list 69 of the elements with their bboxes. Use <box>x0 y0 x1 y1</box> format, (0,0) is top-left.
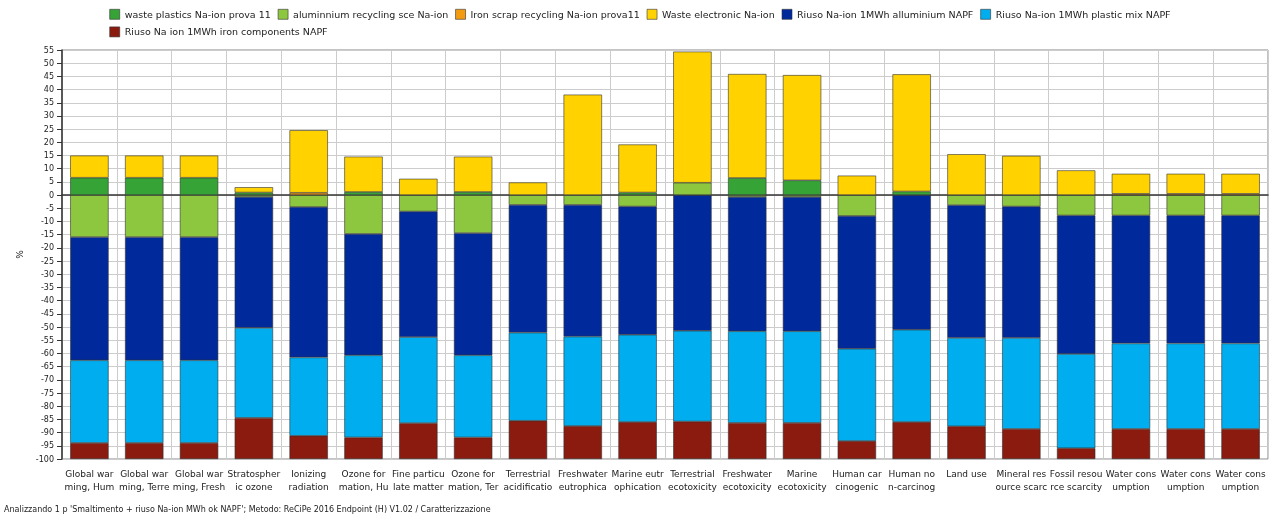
text: Analizzando 1 p 'Smaltimento + riuso Na-ion MWh ok NAPF'; Metodo: ReCiPe 2016 Endpoint (H) V1.02 / Caratterizzazione <box>4 504 491 514</box>
y-tick-label: 0 <box>48 190 54 200</box>
y-tick-label: -30 <box>40 269 54 279</box>
y-tick-label: -70 <box>40 375 54 385</box>
y-tick-label: -65 <box>40 362 54 372</box>
y-tick-label: 15 <box>43 151 54 161</box>
x-tick-label: Water cons umption <box>1105 468 1157 492</box>
y-tick-label: -5 <box>46 203 54 213</box>
x-tick-label: Human no n-carcinog <box>888 468 936 492</box>
bar <box>892 74 931 192</box>
y-tick-label: -45 <box>40 309 54 319</box>
legend-label: Riuso Na ion 1MWh iron components NAPF <box>124 26 328 38</box>
y-axis-title: % <box>15 249 26 259</box>
y-tick-label: 5 <box>48 177 54 187</box>
y-tick-label: -25 <box>40 256 54 266</box>
y-tick-label: -20 <box>40 243 54 253</box>
x-tick-label: Ozone for mation, Ter <box>447 468 499 492</box>
y-tick-label: -80 <box>40 401 54 411</box>
y-tick-label: -90 <box>40 428 54 438</box>
y-tick-label: -35 <box>40 282 54 292</box>
x-tick-label: Ozone for mation, Hu <box>338 468 389 492</box>
legend-label: aluminnium recycling sce Na-ion <box>293 8 449 20</box>
x-tick-label: Global war ming, Hum <box>64 468 115 492</box>
y-tick-label: -75 <box>40 388 54 398</box>
y-tick-label: 30 <box>43 111 54 121</box>
bar <box>289 130 328 193</box>
y-tick-label: -85 <box>40 414 54 424</box>
y-tick-label: 40 <box>43 85 54 95</box>
legend-label: Waste electronic Na-ion <box>662 8 775 20</box>
y-tick-label: -60 <box>40 348 54 358</box>
x-tick-label: Water cons umption <box>1160 468 1212 492</box>
legend-label: waste plastics Na-ion prova 11 <box>124 8 271 20</box>
legend-label: Riuso Na-ion 1MWh alluminium NAPF <box>797 8 974 20</box>
y-tick-label: 45 <box>43 71 54 81</box>
x-tick-label: Stratospher ic ozone <box>227 468 281 492</box>
x-tick-label: Mineral res ource scarc <box>995 468 1048 492</box>
y-tick-label: 25 <box>43 124 54 134</box>
x-tick-label: Freshwater ecotoxicity <box>722 468 773 492</box>
x-tick-label: Freshwater eutrophica <box>557 468 608 492</box>
x-tick-label: Fine particu late matter <box>391 468 445 492</box>
bar <box>618 144 657 193</box>
x-tick-label: Terrestrial acidificatio <box>503 468 553 492</box>
x-tick-label: Ionizing radiation <box>288 468 329 492</box>
legend-label: Iron scrap recycling Na-ion prova11 <box>470 8 640 20</box>
x-tick-label: Marine eutr ophication <box>611 468 664 492</box>
y-tick-label: 20 <box>43 137 54 147</box>
x-tick-label: Global war ming, Terre <box>118 468 170 492</box>
y-tick-label: -50 <box>40 322 54 332</box>
bar <box>344 156 383 192</box>
x-tick-label: Land use <box>946 468 988 479</box>
bar <box>453 156 493 192</box>
x-tick-label: Water cons umption <box>1215 468 1267 492</box>
y-tick-label: 55 <box>43 45 54 55</box>
x-tick-label: Terrestrial ecotoxicity <box>667 468 718 492</box>
y-tick-label: -10 <box>40 217 54 227</box>
bar <box>234 187 274 193</box>
y-tick-label: 35 <box>43 98 54 108</box>
x-tick-label: Human car cinogenic <box>832 468 882 492</box>
y-tick-label: 50 <box>43 58 54 68</box>
y-tick-label: -40 <box>40 296 54 306</box>
y-tick-label: -15 <box>40 230 54 240</box>
y-tick-label: 10 <box>43 164 54 174</box>
y-tick-label: -55 <box>40 335 54 345</box>
x-tick-label: Global war ming, Fresh <box>172 468 226 492</box>
y-tick-label: -95 <box>40 441 54 451</box>
x-tick-label: Marine ecotoxicity <box>777 468 828 492</box>
x-tick-label: Fossil resou rce scarcity <box>1049 468 1103 492</box>
y-tick-label: -100 <box>35 454 54 464</box>
legend-label: Riuso Na-ion 1MWh plastic mix NAPF <box>995 8 1171 20</box>
